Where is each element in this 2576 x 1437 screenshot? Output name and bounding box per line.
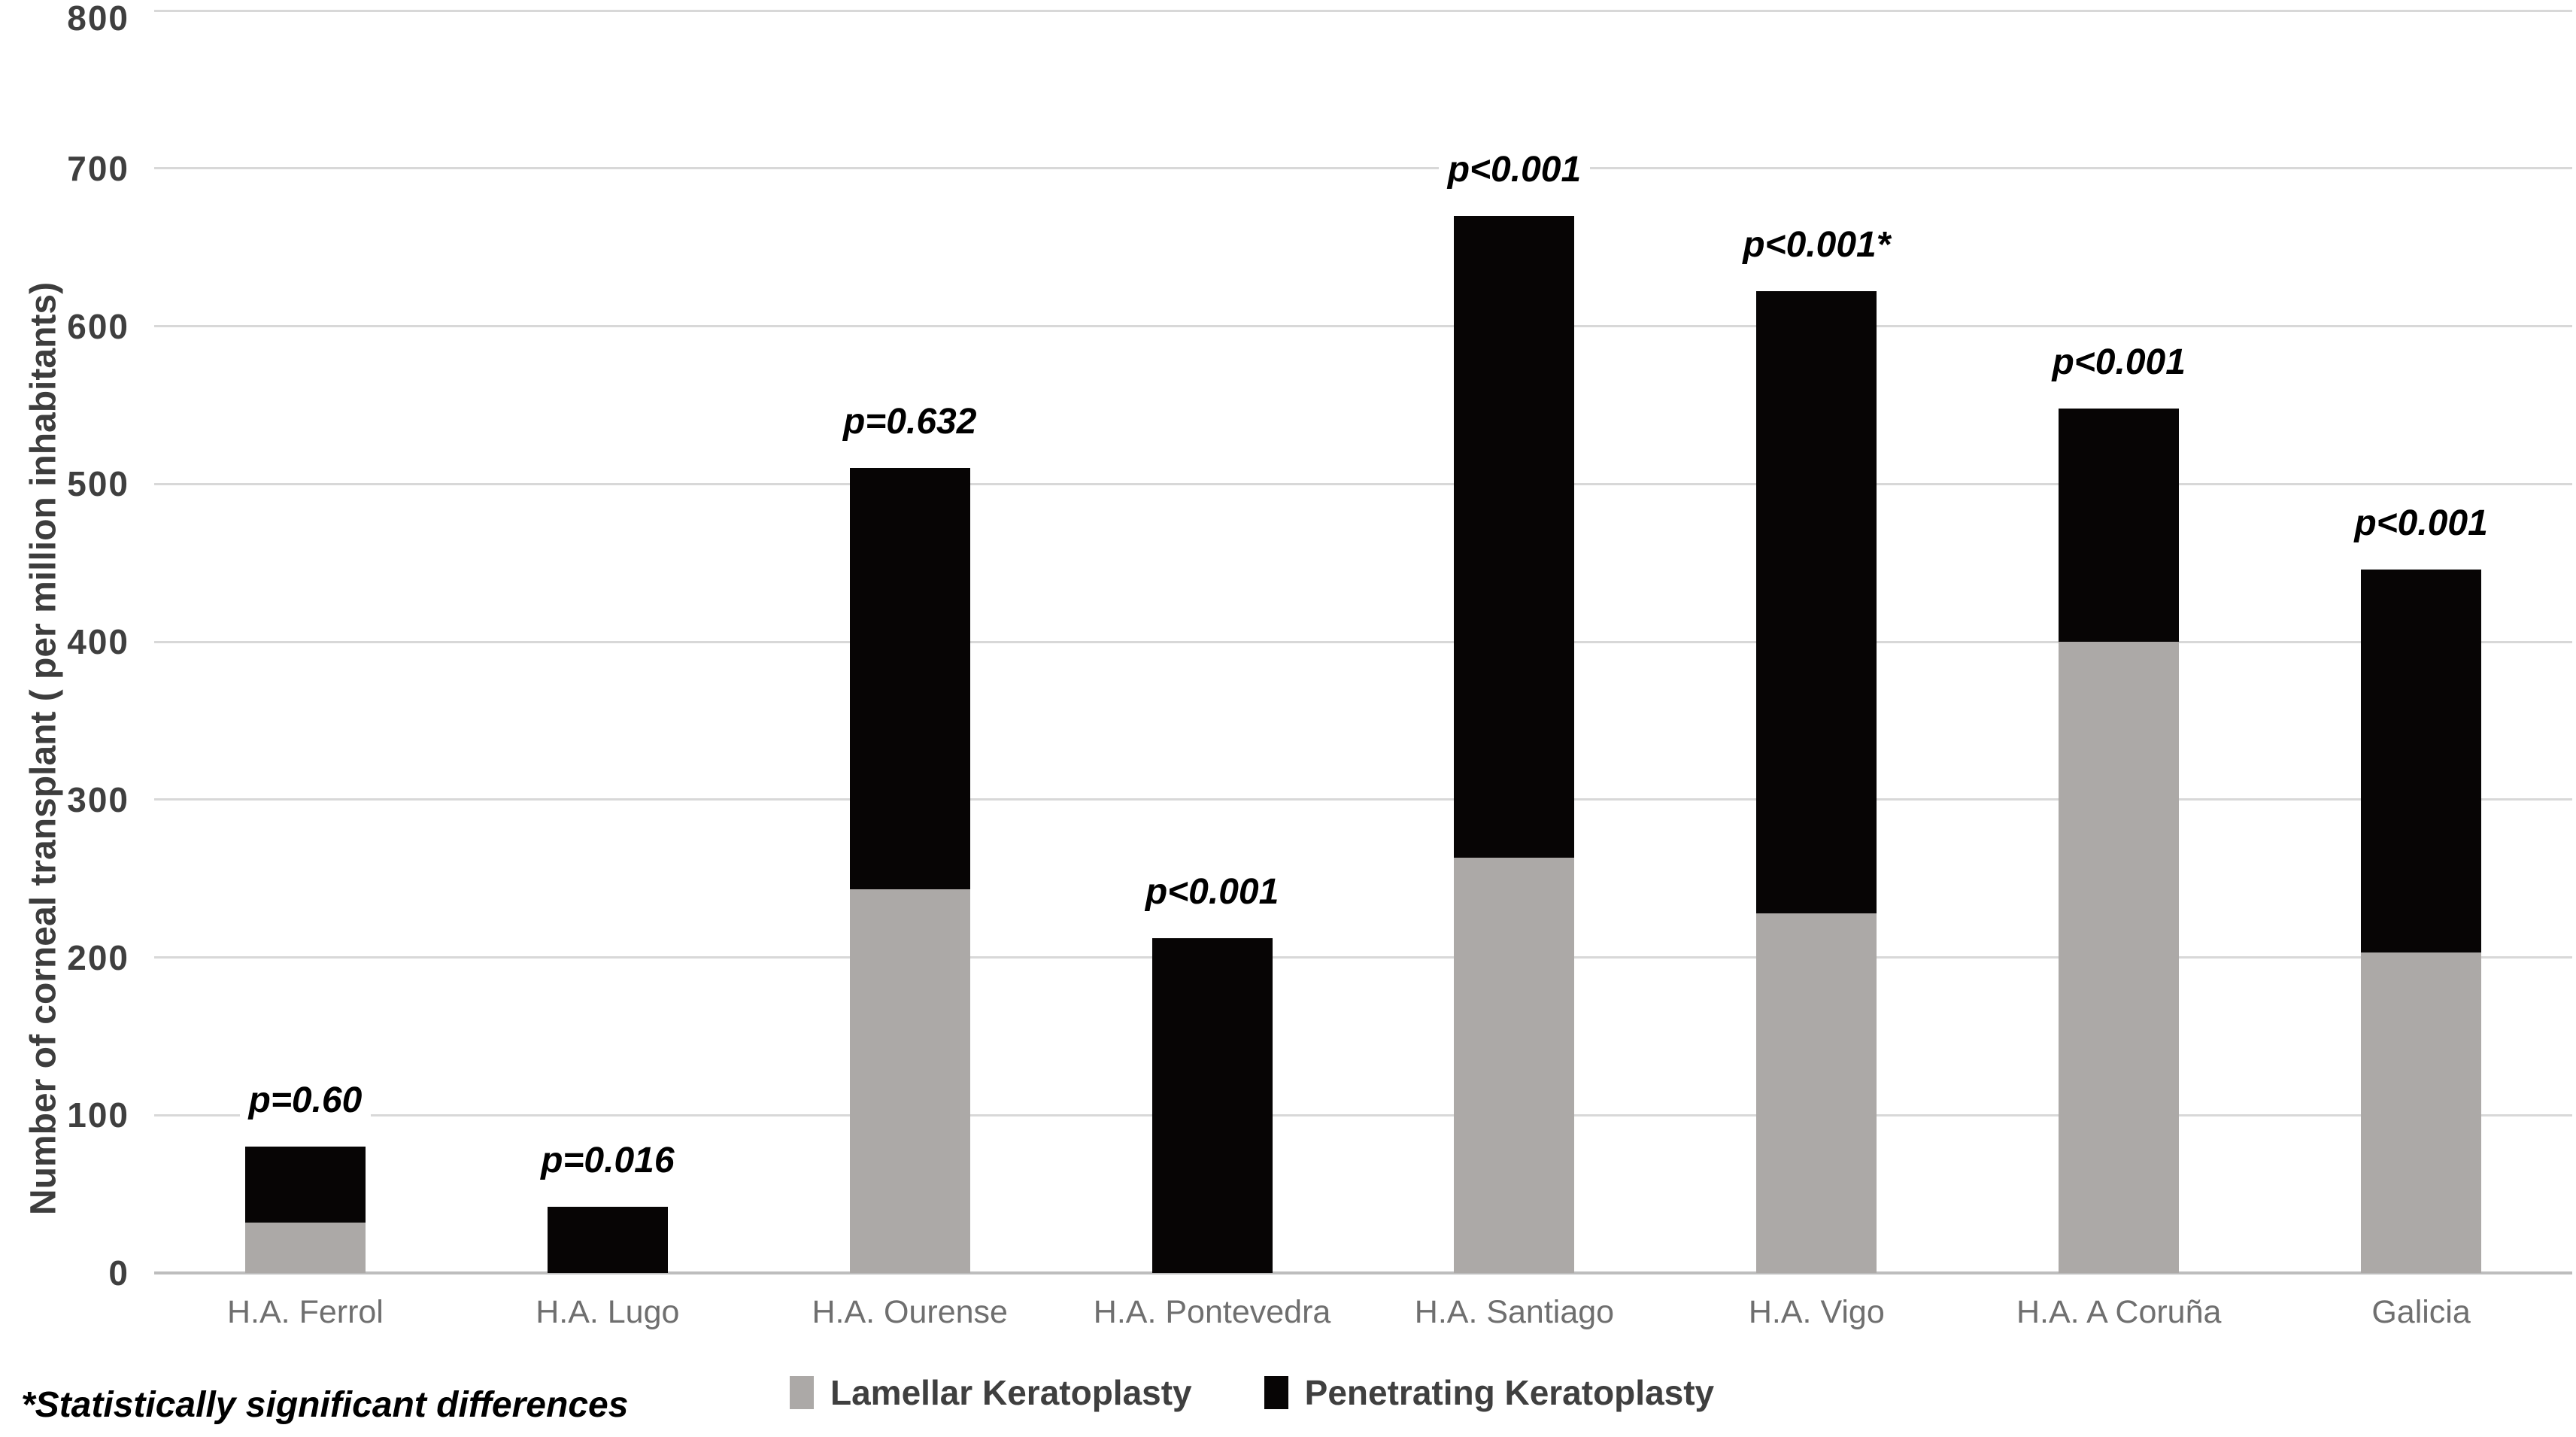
- gridline: [154, 640, 2572, 643]
- bar-segment-penetrating: [849, 468, 970, 890]
- legend-item-lamellar: Lamellar Keratoplasty: [790, 1372, 1192, 1413]
- gridline: [154, 167, 2572, 170]
- bar-segment-penetrating: [2059, 408, 2180, 642]
- p-value-label: p=0.016: [412, 1139, 803, 1183]
- x-axis-label: H.A. A Coruña: [2016, 1294, 2222, 1330]
- bar-segment-lamellar: [244, 1222, 366, 1273]
- lamellar-swatch-icon: [790, 1376, 814, 1409]
- footnote-significance: *Statistically significant differences: [21, 1385, 629, 1425]
- legend-item-penetrating: Penetrating Keratoplasty: [1264, 1372, 1714, 1413]
- legend: Lamellar Keratoplasty Penetrating Kerato…: [790, 1372, 1714, 1413]
- y-tick-label: 700: [67, 148, 129, 188]
- y-tick-label: 400: [67, 622, 129, 661]
- p-value-label: p<0.001*: [1621, 223, 2012, 267]
- gridline: [154, 325, 2572, 327]
- y-tick-label: 300: [67, 779, 129, 819]
- y-tick-label: 200: [67, 937, 129, 977]
- bar-segment-lamellar: [1756, 913, 1877, 1273]
- legend-label-penetrating: Penetrating Keratoplasty: [1304, 1373, 1715, 1412]
- y-tick-label: 0: [108, 1253, 129, 1293]
- bar-segment-penetrating: [1454, 215, 1575, 858]
- bar-segment-lamellar: [1454, 858, 1575, 1273]
- p-value-label: p<0.001: [2226, 502, 2576, 545]
- bar-segment-lamellar: [2059, 642, 2180, 1273]
- p-value-label: p<0.001: [1017, 870, 1408, 914]
- x-axis-baseline: [154, 1271, 2572, 1274]
- legend-label-lamellar: Lamellar Keratoplasty: [830, 1373, 1192, 1412]
- y-tick-label: 800: [67, 0, 129, 38]
- gridline: [154, 482, 2572, 485]
- x-axis-label: Galicia: [2371, 1294, 2471, 1330]
- y-tick-label: 500: [67, 464, 129, 504]
- x-axis-label: H.A. Ourense: [812, 1294, 1008, 1330]
- x-axis-label: H.A. Santiago: [1414, 1294, 1615, 1330]
- y-tick-label: 600: [67, 306, 129, 346]
- x-axis-label: H.A. Lugo: [536, 1294, 680, 1330]
- bar-segment-lamellar: [2361, 952, 2482, 1273]
- y-tick-label: 100: [67, 1095, 129, 1135]
- p-value-label: p<0.001: [1318, 148, 1710, 192]
- x-axis-label: H.A. Ferrol: [227, 1294, 384, 1330]
- x-axis-label: H.A. Vigo: [1748, 1294, 1885, 1330]
- p-value-label: p=0.632: [715, 400, 1106, 444]
- y-axis-title: Number of corneal transplant ( per milli…: [23, 281, 64, 1216]
- bar-segment-penetrating: [1756, 291, 1877, 913]
- p-value-label: p=0.60: [110, 1079, 501, 1123]
- p-value-label: p<0.001: [1923, 341, 2314, 384]
- gridline: [154, 956, 2572, 959]
- bar-segment-penetrating: [1151, 938, 1273, 1273]
- gridline: [154, 9, 2572, 12]
- x-axis-label: H.A. Pontevedra: [1093, 1294, 1331, 1330]
- bar-segment-penetrating: [244, 1147, 366, 1223]
- gridline: [154, 798, 2572, 801]
- bar-segment-penetrating: [2361, 569, 2482, 953]
- gridline: [154, 1113, 2572, 1116]
- bar-segment-penetrating: [547, 1206, 668, 1273]
- bar-segment-lamellar: [849, 889, 970, 1273]
- penetrating-swatch-icon: [1264, 1376, 1288, 1409]
